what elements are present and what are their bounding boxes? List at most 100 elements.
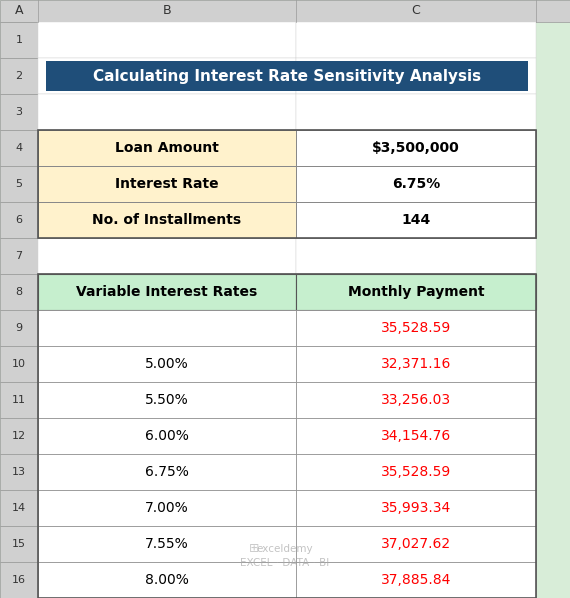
Bar bbox=[0, 310, 38, 346]
Text: Calculating Interest Rate Sensitivity Analysis: Calculating Interest Rate Sensitivity An… bbox=[93, 69, 481, 84]
Text: $3,500,000: $3,500,000 bbox=[372, 141, 460, 155]
Bar bbox=[296, 238, 536, 274]
Text: 7: 7 bbox=[15, 251, 23, 261]
Bar bbox=[0, 274, 38, 310]
Bar bbox=[38, 274, 296, 310]
Text: 11: 11 bbox=[12, 395, 26, 405]
Bar bbox=[296, 166, 536, 202]
Bar bbox=[0, 562, 38, 598]
Bar bbox=[38, 166, 296, 202]
Bar bbox=[296, 346, 536, 382]
Bar bbox=[46, 61, 528, 91]
Text: Interest Rate: Interest Rate bbox=[115, 177, 219, 191]
Bar bbox=[38, 310, 296, 346]
Bar bbox=[296, 310, 536, 346]
Bar bbox=[38, 382, 296, 418]
Text: Variable Interest Rates: Variable Interest Rates bbox=[76, 285, 258, 299]
Bar bbox=[0, 166, 38, 202]
Bar bbox=[38, 130, 296, 166]
Text: 6.00%: 6.00% bbox=[145, 429, 189, 443]
Bar bbox=[296, 526, 536, 562]
Text: 8.00%: 8.00% bbox=[145, 573, 189, 587]
Bar bbox=[296, 130, 536, 166]
Text: 5: 5 bbox=[15, 179, 22, 189]
Text: 9: 9 bbox=[15, 323, 23, 333]
Text: A: A bbox=[15, 5, 23, 17]
Bar bbox=[296, 418, 536, 454]
Bar bbox=[38, 238, 296, 274]
Bar bbox=[38, 526, 296, 562]
Bar bbox=[38, 562, 296, 598]
Text: 16: 16 bbox=[12, 575, 26, 585]
Bar bbox=[38, 346, 296, 382]
Text: 144: 144 bbox=[401, 213, 430, 227]
Bar bbox=[38, 454, 296, 490]
Text: 14: 14 bbox=[12, 503, 26, 513]
Bar bbox=[296, 22, 536, 58]
Bar bbox=[38, 454, 296, 490]
Bar bbox=[0, 346, 38, 382]
Bar bbox=[296, 454, 536, 490]
Text: B: B bbox=[162, 5, 172, 17]
Text: 10: 10 bbox=[12, 359, 26, 369]
Bar bbox=[38, 58, 296, 94]
Text: 35,528.59: 35,528.59 bbox=[381, 321, 451, 335]
Text: 2: 2 bbox=[15, 71, 23, 81]
Bar bbox=[38, 346, 296, 382]
Bar bbox=[296, 202, 536, 238]
Text: 1: 1 bbox=[15, 35, 22, 45]
Bar bbox=[38, 202, 296, 238]
Bar bbox=[38, 490, 296, 526]
Text: C: C bbox=[412, 5, 421, 17]
Bar bbox=[38, 418, 296, 454]
Text: 5.00%: 5.00% bbox=[145, 357, 189, 371]
Bar bbox=[296, 562, 536, 598]
Bar bbox=[296, 490, 536, 526]
Text: 5.50%: 5.50% bbox=[145, 393, 189, 407]
Bar bbox=[296, 130, 536, 166]
Text: ⊞: ⊞ bbox=[249, 542, 259, 554]
Bar bbox=[38, 490, 296, 526]
Bar bbox=[0, 202, 38, 238]
Bar bbox=[0, 418, 38, 454]
Text: 13: 13 bbox=[12, 467, 26, 477]
Bar bbox=[0, 94, 38, 130]
Bar bbox=[38, 418, 296, 454]
Bar bbox=[38, 202, 296, 238]
Text: No. of Installments: No. of Installments bbox=[92, 213, 242, 227]
Text: 3: 3 bbox=[15, 107, 22, 117]
Bar bbox=[38, 310, 296, 346]
Text: 37,027.62: 37,027.62 bbox=[381, 537, 451, 551]
Bar bbox=[296, 310, 536, 346]
Text: 8: 8 bbox=[15, 287, 23, 297]
Bar bbox=[0, 0, 570, 22]
Text: Monthly Payment: Monthly Payment bbox=[348, 285, 484, 299]
Bar bbox=[296, 454, 536, 490]
Bar bbox=[296, 490, 536, 526]
Text: 7.55%: 7.55% bbox=[145, 537, 189, 551]
Text: 6.75%: 6.75% bbox=[392, 177, 440, 191]
Text: 33,256.03: 33,256.03 bbox=[381, 393, 451, 407]
Text: 7.00%: 7.00% bbox=[145, 501, 189, 515]
Text: 4: 4 bbox=[15, 143, 23, 153]
Text: 37,885.84: 37,885.84 bbox=[381, 573, 451, 587]
Bar bbox=[296, 274, 536, 310]
Bar bbox=[38, 274, 536, 598]
Bar bbox=[296, 202, 536, 238]
Bar bbox=[0, 22, 38, 58]
Text: 34,154.76: 34,154.76 bbox=[381, 429, 451, 443]
Bar bbox=[296, 382, 536, 418]
Bar bbox=[296, 166, 536, 202]
Bar bbox=[296, 418, 536, 454]
Bar bbox=[38, 526, 296, 562]
Text: 35,993.34: 35,993.34 bbox=[381, 501, 451, 515]
Bar bbox=[296, 526, 536, 562]
Bar bbox=[0, 382, 38, 418]
Text: Loan Amount: Loan Amount bbox=[115, 141, 219, 155]
Bar bbox=[38, 382, 296, 418]
Bar bbox=[38, 22, 296, 58]
Bar bbox=[38, 274, 296, 310]
Text: 12: 12 bbox=[12, 431, 26, 441]
Bar bbox=[38, 130, 536, 238]
Bar bbox=[38, 562, 296, 598]
